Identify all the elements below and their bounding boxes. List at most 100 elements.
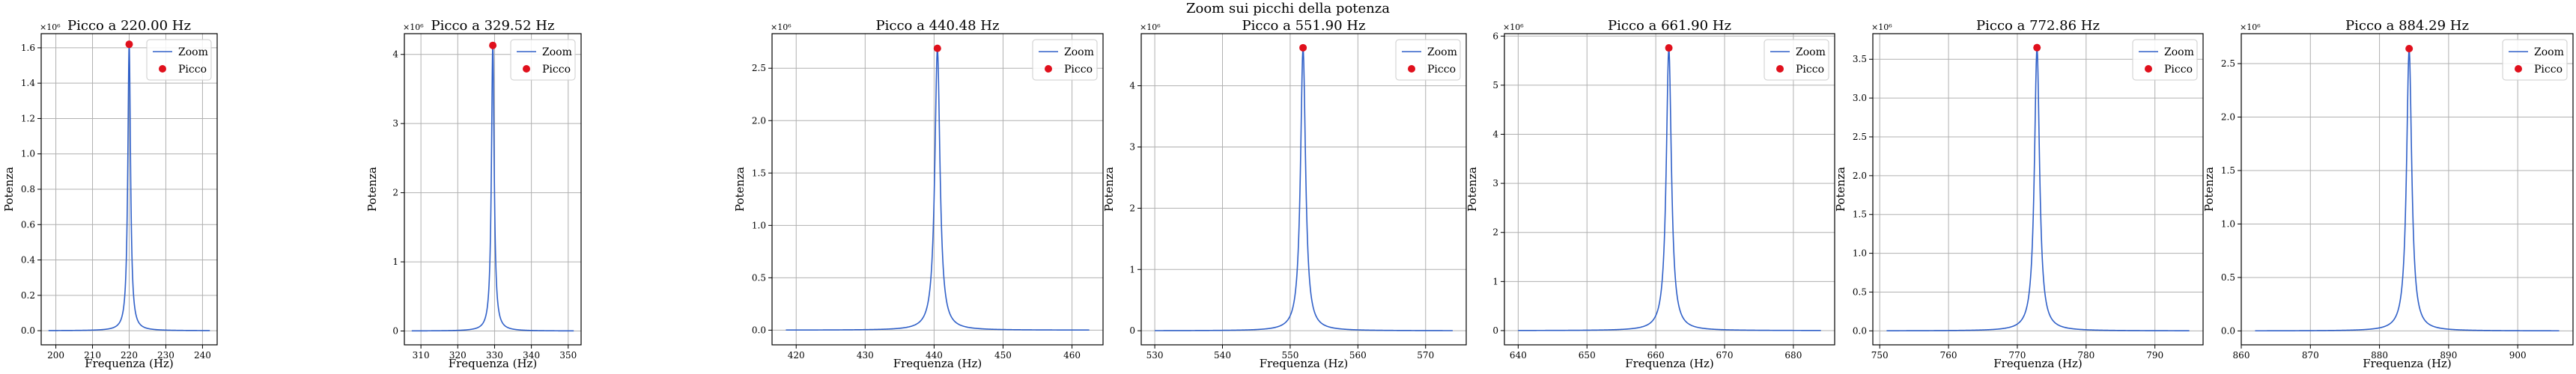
y-tick-label: 2.0 (752, 115, 766, 126)
legend-label-picco: Picco (178, 64, 207, 76)
x-tick-label: 310 (413, 350, 430, 361)
series-zoom-line (786, 49, 1090, 331)
x-tick-label: 890 (2440, 350, 2457, 361)
y-axis-label: Potenza (1102, 167, 1116, 212)
legend-label-picco: Picco (2534, 64, 2563, 76)
x-tick-label: 420 (788, 350, 805, 361)
panel-title: Picco a 884.29 Hz (2345, 18, 2469, 34)
x-axis-label: Frequenza (Hz) (1625, 357, 1714, 370)
panel-7: 860 870 880 890 900 0.0 0.5 1.0 1.5 2.0 2.5 ×10⁶ Pic… (2202, 18, 2574, 370)
y-tick-label: 3 (392, 118, 398, 129)
legend-dot-swatch (1776, 65, 1784, 73)
x-tick-label: 330 (486, 350, 503, 361)
y-tick-label: 2 (392, 188, 398, 198)
panel-3: 420 430 440 450 460 0.0 0.5 1.0 1.5 2.0 2.5 ×10⁶ Pic… (733, 18, 1104, 370)
x-tick-label: 650 (1579, 350, 1596, 361)
x-tick-label: 680 (1784, 350, 1802, 361)
y-tick-label: 1.5 (1853, 209, 1867, 220)
x-axis-label: Frequenza (Hz) (1260, 357, 1349, 370)
x-tick-label: 660 (1647, 350, 1665, 361)
y-tick-label: 0.8 (21, 184, 35, 194)
x-axis-label: Frequenza (Hz) (893, 357, 982, 370)
y-tick-label: 1.4 (21, 78, 35, 88)
y-multiplier: ×10⁶ (771, 22, 792, 32)
y-tick-label: 1.2 (21, 113, 35, 123)
y-tick-label: 0.2 (21, 290, 35, 301)
y-tick-label: 1.0 (1853, 248, 1867, 259)
x-tick-label: 230 (157, 350, 174, 361)
x-axis-label: Frequenza (Hz) (1993, 357, 2083, 370)
y-tick-label: 0.4 (21, 255, 35, 266)
y-multiplier: ×10⁶ (403, 22, 424, 32)
x-tick-label: 210 (84, 350, 101, 361)
y-tick-label: 1 (392, 257, 398, 267)
y-tick-label: 2.5 (2221, 58, 2235, 69)
peak-point (1299, 43, 1307, 52)
plot-frame (404, 33, 582, 346)
y-tick-label: 3.5 (1853, 54, 1867, 64)
legend-label-picco: Picco (2164, 64, 2193, 76)
x-tick-label: 200 (47, 350, 64, 361)
panel-title: Picco a 551.90 Hz (1242, 18, 1366, 34)
x-tick-label: 450 (994, 350, 1012, 361)
y-tick-label: 0 (392, 326, 398, 337)
legend-label-zoom: Zoom (178, 46, 208, 58)
peak-point (125, 40, 133, 49)
y-axis-label: Potenza (2, 167, 16, 212)
legend-label-zoom: Zoom (2534, 46, 2564, 58)
legend-label-zoom: Zoom (1427, 46, 1457, 58)
panel-5: 640 650 660 670 680 0 1 2 3 4 5 6 ×10⁶ Picco a 661.90… (1465, 18, 1835, 370)
legend: Zoom Picco (1395, 39, 1461, 81)
x-tick-label: 550 (1281, 350, 1298, 361)
legend-label-picco: Picco (1796, 64, 1824, 76)
x-tick-label: 240 (194, 350, 211, 361)
legend: Zoom Picco (510, 39, 576, 81)
x-tick-label: 780 (2077, 350, 2094, 361)
y-multiplier: ×10⁶ (2240, 22, 2261, 32)
legend: Zoom Picco (2132, 39, 2198, 81)
y-tick-label: 0.5 (1853, 286, 1867, 297)
x-axis-label: Frequenza (Hz) (2363, 357, 2452, 370)
legend-label-zoom: Zoom (542, 46, 572, 58)
x-tick-label: 640 (1510, 350, 1527, 361)
y-multiplier: ×10⁶ (1871, 22, 1892, 32)
series-zoom-line (411, 46, 574, 332)
x-tick-label: 860 (2233, 350, 2250, 361)
x-tick-label: 430 (857, 350, 874, 361)
y-tick-label: 4 (1492, 129, 1498, 140)
plot-frame (771, 33, 1104, 346)
y-tick-label: 0.5 (752, 272, 766, 283)
legend-dot-swatch (2515, 65, 2522, 73)
series-zoom-line (1518, 48, 1821, 331)
panel-title: Picco a 440.48 Hz (876, 18, 1000, 34)
x-tick-label: 750 (1871, 350, 1889, 361)
y-axis-label: Potenza (733, 167, 747, 212)
y-tick-label: 2.5 (1853, 132, 1867, 142)
y-tick-label: 0 (1129, 325, 1135, 336)
y-tick-label: 3 (1129, 141, 1135, 152)
y-tick-label: 4 (392, 49, 398, 60)
y-tick-label: 0.0 (21, 325, 35, 336)
series-zoom-line (1886, 47, 2190, 331)
legend: Zoom Picco (1032, 39, 1098, 81)
series-zoom-line (1155, 48, 1453, 331)
x-axis-label: Frequenza (Hz) (85, 357, 174, 370)
panel-2: 310 320 330 340 350 0 1 2 3 4 ×10⁶ Picco a 329.52 H… (365, 18, 582, 370)
x-axis-label: Frequenza (Hz) (449, 357, 538, 370)
legend-label-picco: Picco (1427, 64, 1456, 76)
y-tick-label: 2.0 (1853, 171, 1867, 181)
y-tick-label: 0 (1492, 325, 1498, 336)
x-tick-label: 530 (1146, 350, 1164, 361)
legend: Zoom Picco (1764, 39, 1829, 81)
legend-dot-swatch (1045, 65, 1052, 73)
series-zoom-line (2255, 49, 2560, 332)
plot-frame (2241, 33, 2574, 346)
plot-frame (1872, 33, 2204, 346)
y-tick-label: 3.0 (1853, 93, 1867, 103)
y-multiplier: ×10⁶ (1503, 22, 1524, 32)
legend: Zoom Picco (146, 39, 212, 81)
peak-point (2033, 43, 2041, 52)
peak-point (933, 44, 941, 52)
legend-label-picco: Picco (1064, 64, 1093, 76)
